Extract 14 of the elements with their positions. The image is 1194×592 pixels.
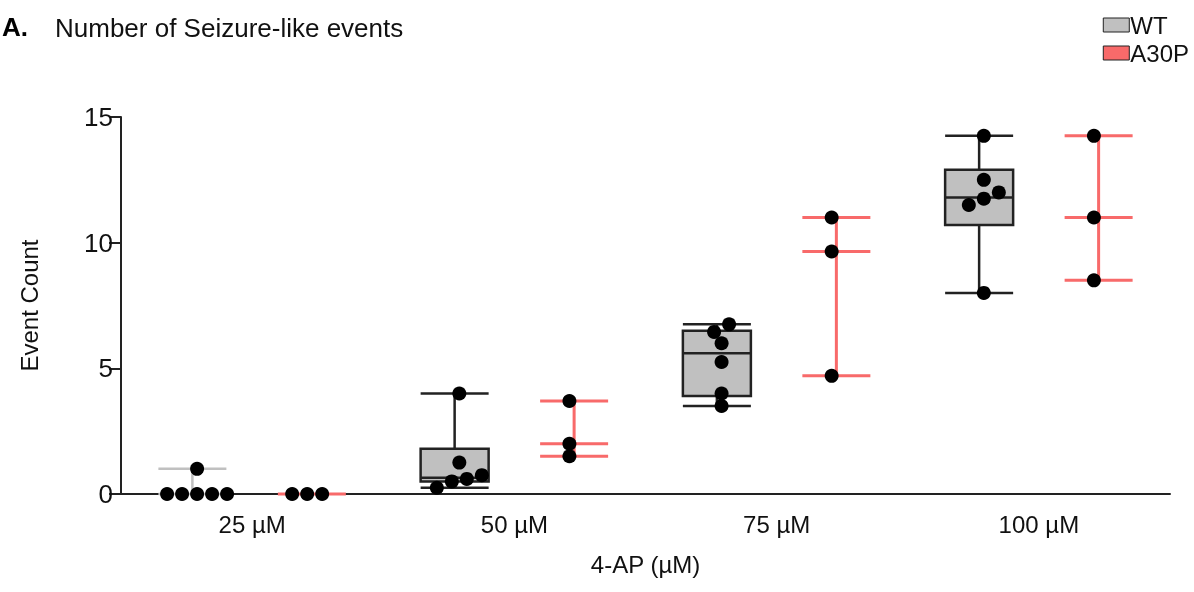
x-axis-title: 4-AP (µM)	[590, 550, 701, 578]
x-tick-label: 25 µM	[218, 510, 286, 538]
y-tick-label: 0	[98, 479, 113, 509]
y-tick-label: 15	[84, 102, 113, 132]
y-axis-title: Event Count	[15, 239, 43, 372]
x-tick-label: 50 µM	[480, 510, 548, 538]
x-tick-label: 100 µM	[998, 510, 1080, 538]
chart-title: Number of Seizure-like events	[55, 13, 404, 43]
legend-label: A30P	[1130, 39, 1190, 67]
x-tick-label: 75 µM	[743, 510, 811, 538]
y-tick-label: 10	[84, 227, 113, 258]
text: A.	[2, 12, 28, 43]
y-tick-label: 5	[98, 353, 113, 384]
legend-label: WT	[1130, 11, 1168, 39]
